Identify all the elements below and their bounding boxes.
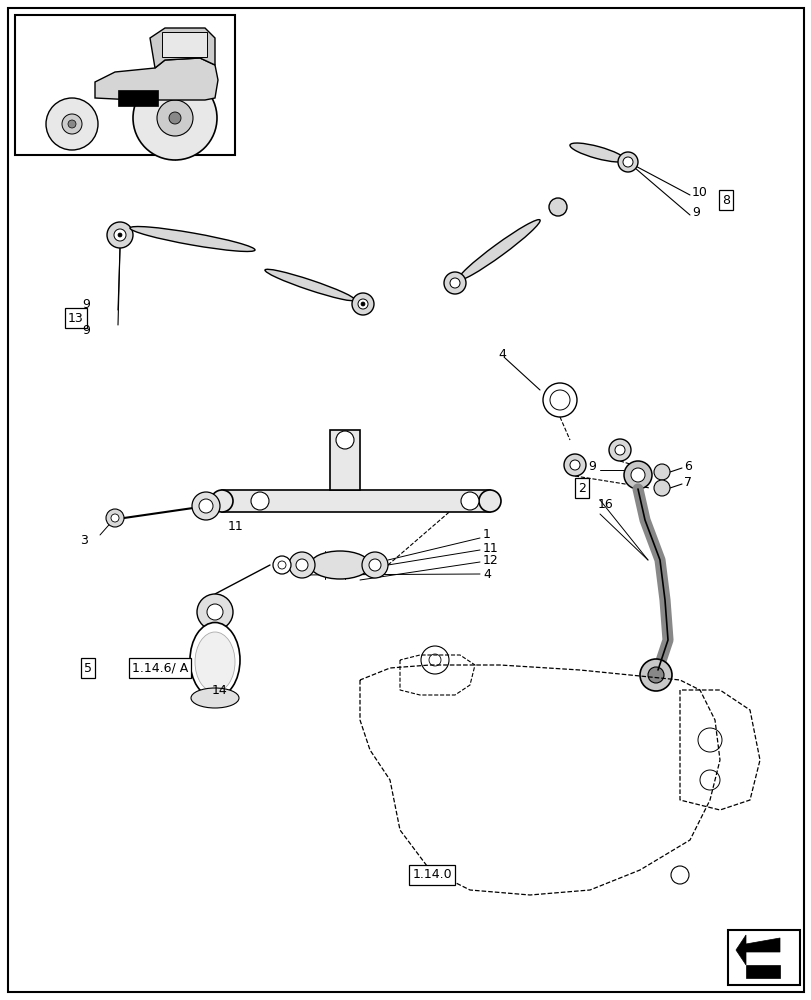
Polygon shape — [221, 490, 489, 512]
Text: 7: 7 — [683, 476, 691, 488]
Circle shape — [211, 490, 233, 512]
Circle shape — [68, 120, 76, 128]
Circle shape — [653, 464, 669, 480]
Text: 10: 10 — [691, 186, 707, 200]
Ellipse shape — [569, 143, 624, 162]
Circle shape — [461, 492, 478, 510]
Circle shape — [157, 100, 193, 136]
Text: 1.14.6/ A: 1.14.6/ A — [131, 662, 188, 674]
Circle shape — [277, 561, 285, 569]
Text: 4: 4 — [497, 348, 505, 360]
Circle shape — [111, 514, 119, 522]
Circle shape — [169, 112, 181, 124]
Circle shape — [197, 594, 233, 630]
Circle shape — [107, 222, 133, 248]
Polygon shape — [745, 965, 779, 978]
Text: 5: 5 — [84, 662, 92, 674]
Circle shape — [133, 76, 217, 160]
Circle shape — [608, 439, 630, 461]
Circle shape — [207, 604, 223, 620]
Bar — [15, 15, 234, 155]
Circle shape — [296, 559, 307, 571]
Ellipse shape — [264, 269, 354, 301]
Circle shape — [569, 460, 579, 470]
Circle shape — [118, 233, 122, 237]
Polygon shape — [735, 935, 779, 965]
Bar — [727, 930, 799, 985]
Text: 14: 14 — [212, 684, 228, 696]
Circle shape — [199, 499, 212, 513]
Text: 11: 11 — [483, 542, 498, 554]
Polygon shape — [150, 28, 215, 68]
Circle shape — [251, 492, 268, 510]
Circle shape — [191, 492, 220, 520]
Ellipse shape — [457, 220, 539, 280]
Circle shape — [630, 468, 644, 482]
Ellipse shape — [130, 227, 255, 251]
Ellipse shape — [195, 632, 234, 692]
Circle shape — [647, 667, 663, 683]
Bar — [118, 90, 158, 106]
Circle shape — [622, 157, 633, 167]
Circle shape — [362, 552, 388, 578]
Text: 16: 16 — [597, 497, 613, 510]
Text: 3: 3 — [80, 534, 88, 546]
Circle shape — [62, 114, 82, 134]
Circle shape — [548, 198, 566, 216]
Ellipse shape — [191, 688, 238, 708]
Text: 9: 9 — [82, 324, 90, 336]
Circle shape — [444, 272, 466, 294]
Circle shape — [478, 490, 500, 512]
Text: 9: 9 — [587, 460, 595, 473]
Polygon shape — [95, 58, 217, 100]
Circle shape — [361, 302, 365, 306]
Circle shape — [623, 461, 651, 489]
Text: 12: 12 — [483, 554, 498, 568]
Circle shape — [368, 559, 380, 571]
Text: 6: 6 — [683, 460, 691, 473]
Circle shape — [351, 293, 374, 315]
Ellipse shape — [190, 622, 240, 698]
Circle shape — [106, 509, 124, 527]
Text: 9: 9 — [691, 207, 699, 220]
Circle shape — [617, 152, 637, 172]
Polygon shape — [329, 430, 359, 490]
Circle shape — [614, 445, 624, 455]
Circle shape — [543, 383, 577, 417]
Circle shape — [46, 98, 98, 150]
Circle shape — [639, 659, 672, 691]
Bar — [162, 32, 207, 57]
Text: 1: 1 — [483, 528, 491, 542]
Text: 13: 13 — [68, 312, 84, 324]
Circle shape — [289, 552, 315, 578]
Circle shape — [114, 229, 126, 241]
Circle shape — [272, 556, 290, 574]
Circle shape — [653, 480, 669, 496]
Text: 2: 2 — [577, 482, 586, 494]
Circle shape — [449, 278, 460, 288]
Circle shape — [549, 390, 569, 410]
Text: 1.14.0: 1.14.0 — [412, 868, 451, 881]
Text: 9: 9 — [82, 298, 90, 312]
Circle shape — [336, 431, 354, 449]
Text: 8: 8 — [721, 194, 729, 207]
Ellipse shape — [310, 551, 370, 579]
Circle shape — [358, 299, 367, 309]
Text: 11: 11 — [228, 520, 243, 532]
Text: 4: 4 — [483, 568, 491, 580]
Circle shape — [564, 454, 586, 476]
